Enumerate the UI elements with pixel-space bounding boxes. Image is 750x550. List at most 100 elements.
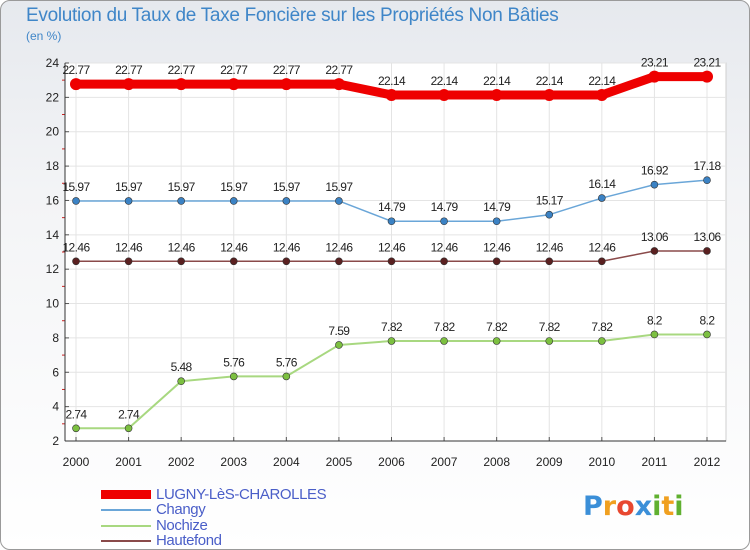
data-label-nochize: 7.82 [381, 320, 403, 334]
data-point-lugny [543, 88, 556, 101]
data-label-changy: 16.92 [641, 164, 669, 178]
tick-label-y: 2 [52, 434, 59, 448]
tick-label-y: 24 [46, 56, 60, 70]
data-point-lugny [227, 78, 240, 91]
data-label-changy: 15.97 [220, 180, 248, 194]
tick-label-x: 2003 [220, 455, 247, 469]
data-label-nochize: 7.82 [539, 320, 561, 334]
data-point-changy [177, 197, 185, 205]
data-point-lugny [490, 88, 503, 101]
data-point-changy [72, 197, 80, 205]
data-point-hautefond [703, 247, 711, 255]
data-point-hautefond [650, 247, 659, 255]
data-point-nochize [282, 372, 291, 381]
data-point-hautefond [177, 257, 185, 266]
y-axis-unit-label: (en %) [26, 29, 62, 43]
data-label-changy: 16.14 [588, 177, 616, 191]
data-point-hautefond [492, 257, 501, 266]
data-point-nochize [229, 372, 238, 381]
data-label-hautefond: 12.46 [431, 240, 459, 254]
tick-label-y: 6 [52, 365, 59, 379]
tick-label-y: 18 [46, 159, 60, 173]
tick-label-x: 2011 [642, 455, 668, 469]
data-label-nochize: 5.76 [276, 355, 298, 369]
data-point-nochize [545, 337, 554, 345]
data-point-changy [703, 176, 711, 184]
data-label-hautefond: 12.46 [536, 240, 564, 254]
data-label-changy: 15.97 [115, 180, 143, 194]
data-label-hautefond: 12.46 [325, 240, 353, 254]
data-point-lugny [385, 88, 398, 101]
data-label-hautefond: 12.46 [220, 240, 248, 254]
tick-label-y: 12 [46, 262, 60, 276]
data-point-lugny [332, 78, 345, 91]
tick-label-x: 2010 [588, 455, 615, 469]
logo-letter: i [652, 491, 662, 522]
data-point-hautefond [282, 257, 291, 266]
data-label-hautefond: 13.06 [693, 230, 721, 244]
data-label-changy: 15.17 [536, 194, 564, 208]
data-point-lugny [701, 70, 713, 83]
tick-label-x: 2006 [378, 455, 405, 469]
data-label-changy: 15.97 [325, 180, 353, 194]
tick-label-x: 2012 [694, 455, 721, 469]
legend-label-changy: Changy [156, 501, 206, 518]
plot-area [64, 62, 727, 442]
data-point-changy [545, 210, 554, 219]
data-label-hautefond: 12.46 [483, 240, 511, 254]
data-point-hautefond [440, 257, 448, 266]
tick-label-y: 14 [46, 228, 60, 242]
data-label-nochize: 8.2 [647, 313, 663, 327]
data-point-hautefond [598, 257, 606, 266]
data-point-lugny [122, 78, 135, 91]
data-point-lugny [70, 78, 82, 91]
data-label-changy: 17.18 [693, 159, 721, 173]
data-label-lugny: 22.14 [588, 74, 616, 88]
data-label-changy: 15.97 [62, 180, 90, 194]
tick-label-x: 2005 [326, 455, 353, 469]
data-label-changy: 14.79 [431, 200, 459, 214]
data-point-lugny [438, 88, 451, 101]
data-label-lugny: 22.14 [483, 74, 511, 88]
data-point-nochize [598, 337, 606, 345]
proxiti-logo: Proxiti [583, 491, 684, 522]
tick-label-x: 2002 [168, 455, 195, 469]
data-point-changy [387, 217, 396, 226]
data-point-changy [335, 197, 343, 205]
legend-label-lugny: LUGNY-LèS-CHAROLLES [156, 486, 327, 503]
data-point-nochize [703, 330, 711, 339]
data-label-lugny: 22.77 [220, 63, 248, 77]
data-label-hautefond: 12.46 [62, 240, 90, 254]
data-point-nochize [650, 330, 659, 339]
legend-swatch-nochize [101, 525, 151, 527]
legend-label-hautefond: Hautefond [156, 532, 222, 549]
data-label-lugny: 22.77 [168, 63, 196, 77]
data-label-changy: 14.79 [483, 200, 511, 214]
data-point-nochize [335, 341, 343, 349]
data-label-changy: 14.79 [378, 200, 406, 214]
data-label-nochize: 7.82 [591, 320, 613, 334]
data-label-hautefond: 12.46 [273, 240, 301, 254]
data-point-changy [229, 197, 238, 205]
tick-label-y: 4 [52, 400, 59, 414]
series-layer [70, 70, 713, 433]
legend-swatch-changy [101, 509, 151, 511]
data-label-nochize: 7.82 [434, 320, 456, 334]
data-point-changy [124, 197, 133, 205]
data-label-nochize: 2.74 [66, 407, 88, 421]
data-point-nochize [440, 337, 448, 345]
tick-label-y: 8 [52, 331, 59, 345]
tick-label-x: 2000 [63, 455, 90, 469]
data-label-hautefond: 13.06 [641, 230, 669, 244]
logo-letter: r [602, 491, 617, 522]
data-point-changy [282, 197, 291, 205]
data-point-nochize [177, 377, 185, 386]
data-label-layer: 22.77 22.77 22.77 22.77 22.77 22.77 22.14 22.14… [62, 56, 722, 422]
data-label-lugny: 22.77 [273, 63, 301, 77]
logo-letter: P [583, 491, 603, 522]
data-label-changy: 15.97 [168, 180, 196, 194]
logo-letter: t [661, 491, 675, 522]
data-point-hautefond [229, 257, 238, 266]
